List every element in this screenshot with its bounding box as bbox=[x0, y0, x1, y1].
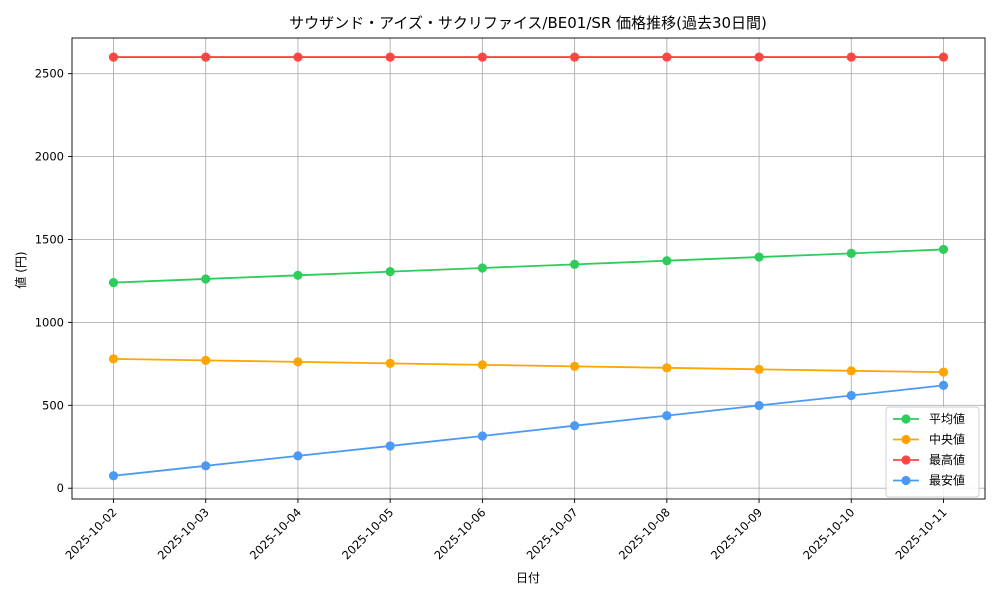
data-point bbox=[477, 52, 487, 62]
data-point bbox=[108, 471, 119, 481]
data-point bbox=[477, 360, 487, 370]
data-point bbox=[385, 358, 395, 368]
series-4 bbox=[108, 380, 949, 481]
x-tick-label: 2025-10-11 bbox=[892, 505, 949, 562]
data-point bbox=[570, 259, 580, 269]
data-point bbox=[938, 380, 949, 391]
legend-label: 最安値 bbox=[929, 473, 965, 488]
chart-title: サウザンド・アイズ・サクリファイス/BE01/SR 価格推移(過去30日間) bbox=[289, 14, 767, 32]
data-point bbox=[293, 52, 303, 62]
series-2 bbox=[108, 354, 949, 377]
data-point bbox=[570, 421, 580, 431]
data-point bbox=[754, 400, 764, 411]
data-point bbox=[754, 252, 764, 262]
data-point bbox=[108, 354, 119, 364]
x-axis: 2025-10-02 2025-10-03 2025-10-04 2025-10-05… bbox=[62, 499, 950, 562]
legend-item: 平均値 bbox=[893, 411, 965, 426]
legend-label: 最高値 bbox=[929, 452, 965, 467]
y-tick-label: 2500 bbox=[35, 67, 64, 81]
data-point bbox=[201, 52, 211, 62]
legend-label: 中央値 bbox=[929, 432, 965, 447]
data-point bbox=[662, 256, 672, 266]
y-axis: 0 500 1000 1500 2000 2500 bbox=[35, 67, 72, 495]
data-point bbox=[477, 431, 487, 441]
y-tick-label: 2000 bbox=[35, 150, 64, 164]
x-tick-label: 2025-10-02 bbox=[62, 505, 119, 562]
x-tick-label: 2025-10-10 bbox=[800, 505, 857, 562]
data-point bbox=[108, 277, 119, 288]
data-point bbox=[201, 355, 211, 365]
y-tick-label: 1000 bbox=[35, 315, 64, 329]
data-point bbox=[846, 366, 856, 376]
data-point bbox=[201, 274, 211, 284]
legend-label: 平均値 bbox=[929, 411, 965, 426]
plot-frame bbox=[71, 37, 986, 500]
y-tick-label: 500 bbox=[42, 398, 64, 412]
y-axis-label: 値 (円) bbox=[13, 251, 28, 288]
series-line bbox=[113, 384, 944, 477]
series-layer bbox=[108, 52, 949, 481]
data-point bbox=[846, 52, 856, 62]
series-line bbox=[113, 357, 944, 374]
x-tick-label: 2025-10-05 bbox=[339, 505, 396, 562]
data-point bbox=[293, 270, 303, 280]
series-3 bbox=[108, 52, 949, 62]
legend-marker bbox=[901, 434, 911, 445]
data-point bbox=[293, 357, 303, 367]
data-point bbox=[570, 361, 580, 371]
data-point bbox=[662, 52, 672, 62]
x-tick-label: 2025-10-09 bbox=[708, 505, 765, 562]
data-point bbox=[201, 461, 211, 471]
legend-marker bbox=[901, 475, 911, 486]
x-tick-label: 2025-10-04 bbox=[247, 505, 304, 562]
x-tick-label: 2025-10-06 bbox=[431, 505, 488, 562]
legend-marker bbox=[901, 414, 911, 424]
x-tick-label: 2025-10-08 bbox=[616, 505, 673, 562]
data-point bbox=[754, 364, 764, 374]
data-point bbox=[938, 367, 949, 377]
x-tick-label: 2025-10-03 bbox=[155, 505, 212, 562]
legend-item: 最高値 bbox=[893, 452, 965, 467]
data-point bbox=[662, 363, 672, 373]
series-line bbox=[113, 248, 944, 284]
data-point bbox=[662, 410, 672, 421]
data-point bbox=[293, 451, 303, 461]
data-point bbox=[477, 263, 487, 273]
data-point bbox=[846, 390, 856, 401]
x-axis-label: 日付 bbox=[516, 571, 540, 585]
data-point bbox=[754, 52, 764, 62]
data-point bbox=[938, 244, 949, 255]
data-point bbox=[385, 267, 395, 277]
y-tick-label: 0 bbox=[57, 481, 64, 495]
legend-frame bbox=[885, 406, 980, 498]
data-point bbox=[938, 52, 949, 62]
data-point bbox=[108, 52, 119, 62]
legend-item: 最安値 bbox=[893, 473, 965, 488]
legend-item: 中央値 bbox=[893, 432, 965, 447]
grid bbox=[72, 38, 985, 499]
data-point bbox=[846, 248, 856, 259]
series-1 bbox=[108, 244, 949, 288]
data-point bbox=[570, 52, 580, 62]
data-point bbox=[385, 52, 395, 62]
y-tick-label: 1500 bbox=[35, 232, 64, 246]
x-tick-label: 2025-10-07 bbox=[524, 505, 581, 562]
legend-marker bbox=[901, 455, 911, 465]
data-point bbox=[385, 441, 395, 451]
